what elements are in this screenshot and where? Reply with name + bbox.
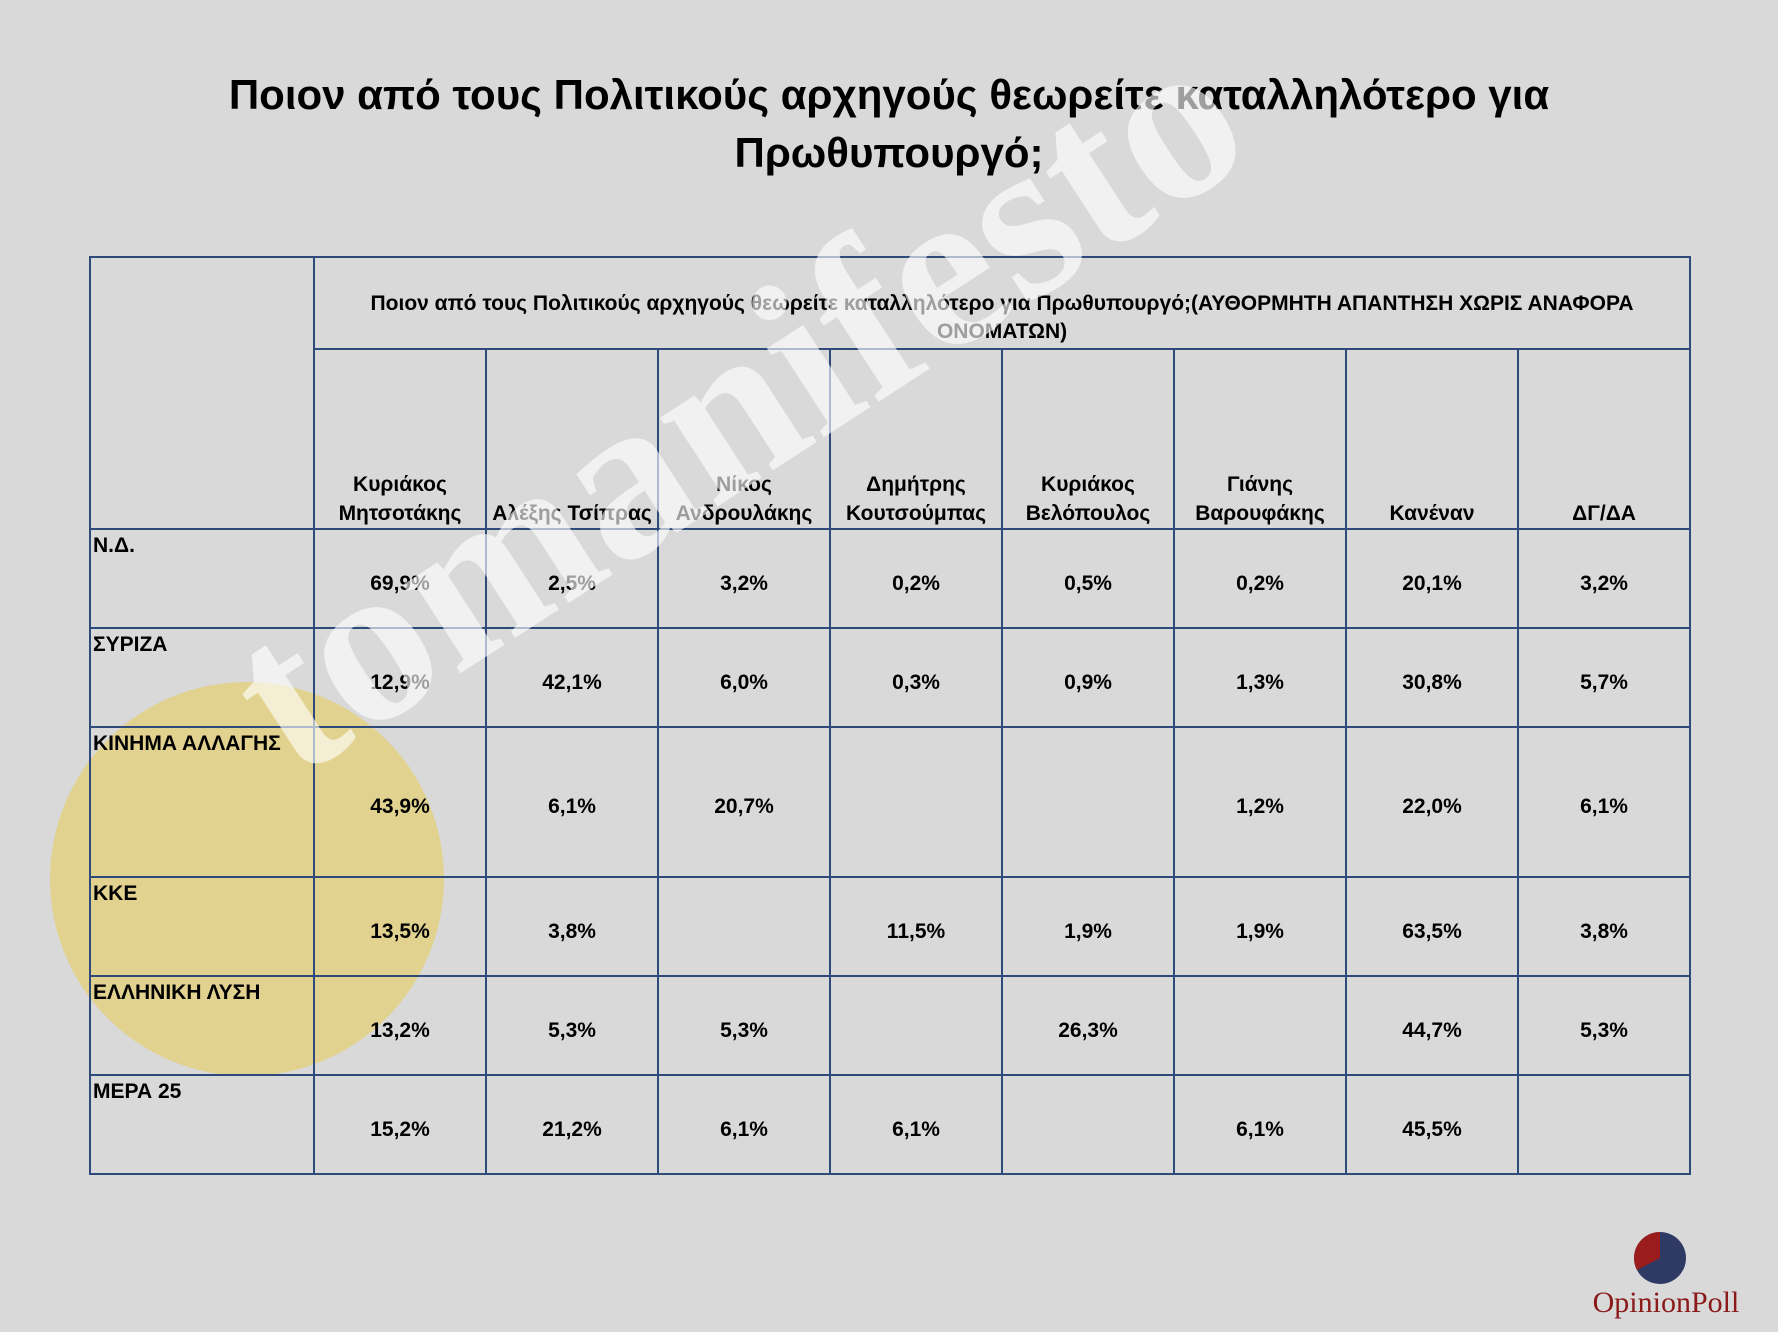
table-cell: 22,0%	[1345, 726, 1519, 878]
row-label: Ν.Δ.	[89, 528, 315, 629]
table-cell: 20,7%	[657, 726, 831, 878]
table-cell: 3,8%	[1516, 876, 1692, 977]
table-row: ΚΙΝΗΜΑ ΑΛΛΑΓΗΣ 43,9% 6,1% 20,7% 1,2% 22,…	[89, 726, 1692, 878]
column-header: Κυριάκος Μητσοτάκης	[313, 348, 487, 530]
table-cell: 42,1%	[485, 627, 659, 728]
row-label: ΣΥΡΙΖΑ	[89, 627, 315, 728]
table-cell: 6,1%	[829, 1074, 1003, 1175]
table-cell	[657, 876, 831, 977]
table-cell: 1,9%	[1173, 876, 1347, 977]
table-cell: 13,2%	[313, 975, 487, 1076]
table-cell: 69,9%	[313, 528, 487, 629]
table-cell: 5,3%	[1516, 975, 1692, 1076]
table-row: ΕΛΛΗΝΙΚΗ ΛΥΣΗ 13,2% 5,3% 5,3% 26,3% 44,7…	[89, 975, 1692, 1076]
table-cell: 0,3%	[829, 627, 1003, 728]
row-label: ΚΙΝΗΜΑ ΑΛΛΑΓΗΣ	[89, 726, 315, 878]
column-header: Δημήτρης Κουτσούμπας	[829, 348, 1003, 530]
column-header: Αλέξης Τσίπρας	[485, 348, 659, 530]
table-cell: 26,3%	[1001, 975, 1175, 1076]
table-cell: 1,2%	[1173, 726, 1347, 878]
table-cell: 15,2%	[313, 1074, 487, 1175]
pie-logo-icon	[1634, 1232, 1686, 1284]
table-cell: 3,8%	[485, 876, 659, 977]
table-cell: 11,5%	[829, 876, 1003, 977]
table-cell: 2,5%	[485, 528, 659, 629]
table-cell: 43,9%	[313, 726, 487, 878]
table-cell	[1001, 1074, 1175, 1175]
poll-table: Ποιον από τους Πολιτικούς αρχηγούς θεωρε…	[89, 256, 1692, 1175]
table-cell: 6,1%	[485, 726, 659, 878]
table-cell	[1516, 1074, 1692, 1175]
table-cell: 6,1%	[657, 1074, 831, 1175]
table-cell: 12,9%	[313, 627, 487, 728]
column-header: Κανέναν	[1345, 348, 1519, 530]
table-cell	[1001, 726, 1175, 878]
table-cell	[1173, 975, 1347, 1076]
table-cell: 1,3%	[1173, 627, 1347, 728]
table-cell: 0,2%	[1173, 528, 1347, 629]
table-cell: 44,7%	[1345, 975, 1519, 1076]
candidate-header-row: Κυριάκος Μητσοτάκης Αλέξης Τσίπρας Νίκος Α…	[90, 348, 1692, 530]
table-cell: 3,2%	[1516, 528, 1692, 629]
table-cell: 5,3%	[657, 975, 831, 1076]
table-cell: 0,2%	[829, 528, 1003, 629]
table-cell	[829, 726, 1003, 878]
row-label: ΜΕΡΑ 25	[89, 1074, 315, 1175]
table-cell: 30,8%	[1345, 627, 1519, 728]
table-cell: 3,2%	[657, 528, 831, 629]
row-label: ΕΛΛΗΝΙΚΗ ΛΥΣΗ	[89, 975, 315, 1076]
table-row: ΜΕΡΑ 25 15,2% 21,2% 6,1% 6,1% 6,1% 45,5%	[89, 1074, 1692, 1175]
table-cell: 45,5%	[1345, 1074, 1519, 1175]
question-header: Ποιον από τους Πολιτικούς αρχηγούς θεωρε…	[312, 256, 1692, 350]
column-header: ΔΓ/ΔΑ	[1516, 348, 1692, 530]
table-row: ΣΥΡΙΖΑ 12,9% 42,1% 6,0% 0,3% 0,9% 1,3% 3…	[89, 627, 1692, 728]
table-cell: 6,1%	[1516, 726, 1692, 878]
table-cell: 0,5%	[1001, 528, 1175, 629]
row-label: ΚΚΕ	[89, 876, 315, 977]
logo-text: OpinionPoll	[1592, 1286, 1740, 1319]
opinionpoll-logo: OpinionPoll	[1576, 1230, 1756, 1320]
table-cell: 1,9%	[1001, 876, 1175, 977]
table-cell	[829, 975, 1003, 1076]
table-cell: 6,1%	[1173, 1074, 1347, 1175]
table-cell: 5,7%	[1516, 627, 1692, 728]
table-cell: 63,5%	[1345, 876, 1519, 977]
table-cell: 20,1%	[1345, 528, 1519, 629]
table-cell: 13,5%	[313, 876, 487, 977]
page-title: Ποιον από τους Πολιτικούς αρχηγούς θεωρε…	[228, 71, 1550, 176]
table-cell: 5,3%	[485, 975, 659, 1076]
column-header: Κυριάκος Βελόπουλος	[1001, 348, 1175, 530]
table-cell: 6,0%	[657, 627, 831, 728]
table-cell: 0,9%	[1001, 627, 1175, 728]
column-header: Γιάνης Βαρουφάκης	[1173, 348, 1347, 530]
table-row: Ν.Δ. 69,9% 2,5% 3,2% 0,2% 0,5% 0,2% 20,1…	[89, 528, 1692, 629]
corner-cell	[89, 256, 315, 530]
table-row: ΚΚΕ 13,5% 3,8% 11,5% 1,9% 1,9% 63,5% 3,8…	[89, 876, 1692, 977]
column-header: Νίκος Ανδρουλάκης	[657, 348, 831, 530]
table-cell: 21,2%	[485, 1074, 659, 1175]
